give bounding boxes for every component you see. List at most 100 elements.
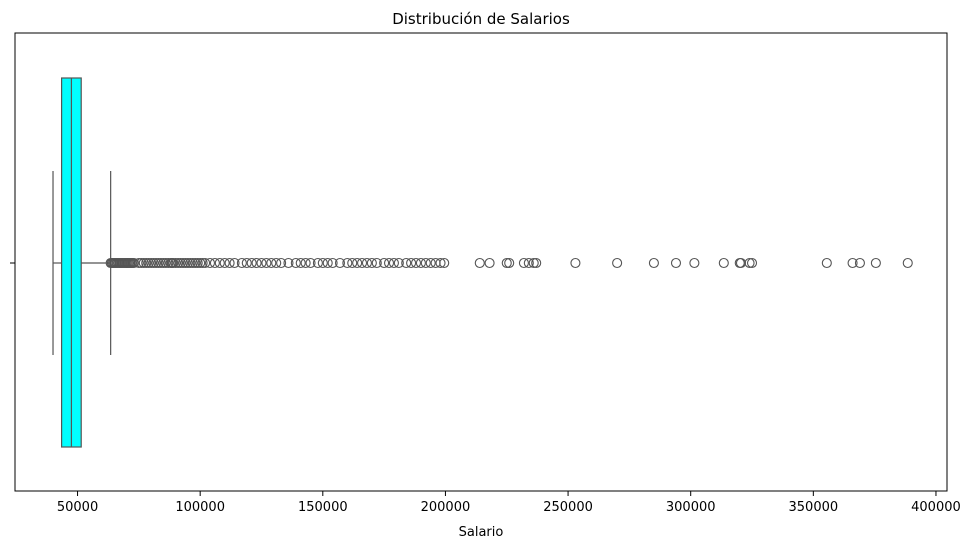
outlier-point (168, 257, 179, 269)
outlier-point (366, 257, 377, 269)
outlier-point (295, 257, 306, 269)
outlier-point (484, 257, 495, 269)
outlier-point (175, 257, 186, 269)
x-tick-label: 350000 (789, 500, 839, 515)
outlier-point (271, 257, 282, 269)
outlier-point (224, 257, 235, 269)
outlier-point (425, 257, 436, 269)
outlier-point (744, 257, 755, 269)
outlier-point (718, 257, 729, 269)
x-tick-label: 150000 (298, 500, 348, 515)
outlier-point (334, 257, 346, 269)
outlier-point (300, 257, 311, 269)
outlier-point (420, 257, 431, 269)
outlier-point (361, 257, 373, 269)
outlier-point (439, 257, 450, 269)
outlier-point (133, 257, 144, 269)
outlier-point (854, 257, 865, 269)
outlier-point (185, 257, 196, 269)
outlier-point (153, 257, 164, 269)
outlier-point (523, 257, 534, 269)
outlier-point (342, 257, 353, 269)
outlier-point (902, 257, 913, 269)
outlier-point (219, 257, 230, 269)
outlier-point (197, 257, 208, 269)
outlier-point (305, 257, 316, 269)
outlier-point (182, 257, 193, 269)
box-group (52, 77, 112, 448)
outlier-point (847, 257, 858, 269)
x-tick-label: 300000 (666, 500, 716, 515)
outlier-point (415, 257, 426, 269)
outlier-point (352, 257, 363, 269)
outlier-point (209, 257, 220, 269)
outlier-point (312, 257, 323, 269)
outlier-point (435, 257, 446, 269)
outlier-point (236, 257, 247, 269)
outlier-point (192, 257, 203, 269)
outlier-points (105, 257, 913, 269)
outlier-point (393, 257, 404, 269)
x-tick-label: 100000 (175, 500, 225, 515)
outlier-point (150, 257, 162, 269)
outlier-point (214, 257, 225, 269)
outlier-point (143, 257, 154, 269)
outlier-point (251, 257, 262, 269)
outlier-point (870, 257, 881, 269)
plot-area (14, 32, 948, 492)
outlier-point (148, 257, 159, 269)
outlier-point (261, 257, 272, 269)
outlier-point (689, 257, 700, 269)
outlier-point (612, 257, 623, 269)
outlier-point (283, 257, 294, 269)
outlier-point (155, 257, 166, 269)
outlier-point (170, 257, 181, 269)
outlier-point (200, 257, 211, 269)
outlier-point (821, 257, 832, 269)
outlier-point (317, 257, 328, 269)
outlier-point (190, 257, 201, 269)
outlier-point (256, 257, 267, 269)
outlier-point (136, 257, 147, 269)
outlier-point (347, 257, 358, 269)
outlier-point (379, 257, 390, 269)
outlier-point (195, 257, 206, 269)
outlier-point (401, 257, 412, 269)
outlier-point (648, 257, 659, 269)
outlier-point (204, 257, 216, 269)
outlier-point (246, 257, 257, 269)
x-tick-label: 400000 (911, 500, 961, 515)
outlier-point (383, 257, 395, 269)
x-tick-label: 200000 (421, 500, 471, 515)
outlier-point (570, 257, 581, 269)
outlier-point (474, 257, 485, 269)
outlier-point (266, 257, 277, 269)
outlier-point (356, 257, 368, 269)
outlier-point (518, 257, 529, 269)
x-tick-label: 250000 (543, 500, 593, 515)
outlier-point (322, 257, 333, 269)
outlier-point (160, 257, 171, 269)
x-axis-label: Salario (459, 525, 504, 540)
outlier-point (177, 257, 189, 269)
outlier-point (670, 257, 682, 269)
chart-title: Distribución de Salarios (392, 10, 570, 28)
outlier-point (327, 257, 338, 269)
outlier-point (180, 257, 191, 269)
outlier-point (746, 257, 758, 269)
outlier-point (229, 257, 240, 269)
outlier-point (241, 257, 252, 269)
outlier-point (146, 257, 157, 269)
outlier-point (276, 257, 287, 269)
outlier-point (504, 257, 515, 269)
outlier-point (371, 257, 382, 269)
outlier-point (128, 257, 140, 269)
outlier-point (528, 257, 539, 269)
outlier-point (163, 257, 174, 269)
outlier-point (410, 257, 422, 269)
outlier-point (531, 257, 542, 269)
x-axis-ticks: 50000 100000 150000 200000 250000 300000 35000… (57, 491, 961, 515)
outlier-point (290, 257, 301, 269)
outlier-point (501, 257, 512, 269)
